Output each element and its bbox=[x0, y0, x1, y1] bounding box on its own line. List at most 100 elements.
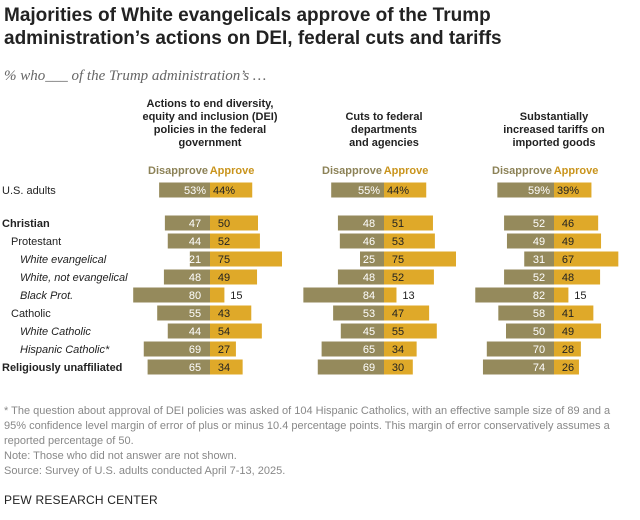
data-label-approve: 49 bbox=[562, 236, 574, 248]
bar-disapprove bbox=[475, 287, 554, 303]
bar-disapprove bbox=[333, 305, 384, 321]
legend-disapprove: Disapprove bbox=[492, 165, 552, 177]
bar-approve bbox=[210, 215, 258, 231]
data-label-disapprove: 50 bbox=[533, 326, 545, 338]
data-label-approve: 46 bbox=[562, 218, 574, 230]
data-label-disapprove: 80 bbox=[189, 290, 201, 302]
bar-disapprove bbox=[486, 341, 554, 357]
panel-title: Substantially bbox=[520, 111, 589, 123]
bar-disapprove bbox=[337, 215, 384, 231]
panel-title: and agencies bbox=[349, 137, 419, 149]
panel-title: imported goods bbox=[512, 137, 595, 149]
source-text: Source: Survey of U.S. adults conducted … bbox=[4, 465, 286, 477]
bar-approve bbox=[554, 233, 602, 249]
row-label: Hispanic Catholic* bbox=[20, 344, 110, 356]
data-label-approve: 47 bbox=[392, 308, 404, 320]
data-label-approve: 54 bbox=[218, 326, 230, 338]
chart-subtitle: % who___ of the Trump administration’s … bbox=[4, 68, 267, 84]
legend-disapprove: Disapprove bbox=[322, 165, 382, 177]
data-label-disapprove: 65 bbox=[189, 362, 201, 374]
row-label: Protestant bbox=[11, 236, 61, 248]
data-label-disapprove: 46 bbox=[363, 236, 375, 248]
chart-area: U.S. adults Christian Protestant White evan… bbox=[2, 98, 619, 375]
data-label-approve: 53 bbox=[392, 236, 404, 248]
data-label-approve: 75 bbox=[392, 254, 404, 266]
bar-disapprove bbox=[317, 359, 384, 375]
bar-disapprove bbox=[339, 233, 384, 249]
data-label-disapprove: 59% bbox=[528, 185, 550, 197]
legend-disapprove: Disapprove bbox=[148, 165, 208, 177]
data-label-approve: 34 bbox=[392, 344, 404, 356]
row-label: Catholic bbox=[11, 308, 51, 320]
chart-notes: * The question about approval of DEI pol… bbox=[4, 404, 632, 479]
data-label-disapprove: 74 bbox=[533, 362, 545, 374]
bar-disapprove bbox=[498, 305, 554, 321]
bar-approve bbox=[554, 359, 579, 375]
data-label-disapprove: 49 bbox=[533, 236, 545, 248]
panel-title: Actions to end diversity, bbox=[147, 98, 274, 110]
bar-disapprove bbox=[482, 359, 554, 375]
row-label: White, not evangelical bbox=[20, 272, 128, 284]
bar-approve bbox=[554, 269, 601, 285]
bar-disapprove bbox=[506, 323, 554, 339]
data-label-disapprove: 84 bbox=[363, 290, 375, 302]
data-label-approve: 30 bbox=[392, 362, 404, 374]
data-label-disapprove: 48 bbox=[363, 218, 375, 230]
bar-approve bbox=[210, 287, 225, 303]
data-label-disapprove: 53 bbox=[363, 308, 375, 320]
data-label-approve: 27 bbox=[218, 344, 230, 356]
legend-approve: Approve bbox=[384, 165, 429, 177]
bar-disapprove bbox=[189, 251, 210, 267]
panel-title: departments bbox=[351, 124, 417, 136]
data-label-approve: 26 bbox=[562, 362, 574, 374]
row-label: White Catholic bbox=[20, 326, 91, 338]
bar-approve bbox=[384, 269, 434, 285]
panel-title: government bbox=[179, 137, 242, 149]
bar-approve bbox=[384, 359, 413, 375]
panel-title: Cuts to federal bbox=[345, 111, 422, 123]
bar-disapprove bbox=[159, 182, 210, 198]
bar-disapprove bbox=[133, 287, 210, 303]
data-label-disapprove: 69 bbox=[189, 344, 201, 356]
data-label-approve: 13 bbox=[402, 290, 414, 302]
data-label-disapprove: 58 bbox=[533, 308, 545, 320]
bar-disapprove bbox=[524, 251, 554, 267]
bar-disapprove bbox=[331, 182, 384, 198]
bar-disapprove bbox=[337, 269, 384, 285]
data-label-disapprove: 65 bbox=[363, 344, 375, 356]
bar-approve bbox=[384, 287, 397, 303]
bar-approve bbox=[384, 182, 427, 198]
data-label-disapprove: 82 bbox=[533, 290, 545, 302]
bar-disapprove bbox=[321, 341, 384, 357]
row-label: White evangelical bbox=[20, 254, 107, 266]
bar-disapprove bbox=[340, 323, 384, 339]
data-label-approve: 41 bbox=[562, 308, 574, 320]
bar-approve bbox=[210, 341, 236, 357]
data-label-approve: 67 bbox=[562, 254, 574, 266]
bar-disapprove bbox=[163, 269, 210, 285]
bar-approve bbox=[554, 341, 581, 357]
bar-disapprove bbox=[143, 341, 210, 357]
data-label-disapprove: 44 bbox=[189, 326, 201, 338]
data-label-disapprove: 47 bbox=[189, 218, 201, 230]
bar-approve bbox=[210, 305, 252, 321]
data-label-disapprove: 69 bbox=[363, 362, 375, 374]
bar-approve bbox=[554, 251, 619, 267]
bar-disapprove bbox=[147, 359, 210, 375]
data-label-disapprove: 25 bbox=[363, 254, 375, 266]
bar-approve bbox=[210, 233, 260, 249]
row-label: U.S. adults bbox=[2, 185, 56, 197]
data-label-approve: 28 bbox=[562, 344, 574, 356]
data-label-approve: 55 bbox=[392, 326, 404, 338]
bar-disapprove bbox=[157, 305, 210, 321]
bar-disapprove bbox=[506, 233, 554, 249]
bar-approve bbox=[554, 323, 602, 339]
data-label-approve: 51 bbox=[392, 218, 404, 230]
bar-approve bbox=[384, 233, 435, 249]
data-label-disapprove: 45 bbox=[363, 326, 375, 338]
data-label-disapprove: 70 bbox=[533, 344, 545, 356]
data-label-disapprove: 31 bbox=[533, 254, 545, 266]
bar-approve bbox=[554, 305, 594, 321]
bar-approve bbox=[210, 269, 258, 285]
legend-approve: Approve bbox=[554, 165, 599, 177]
